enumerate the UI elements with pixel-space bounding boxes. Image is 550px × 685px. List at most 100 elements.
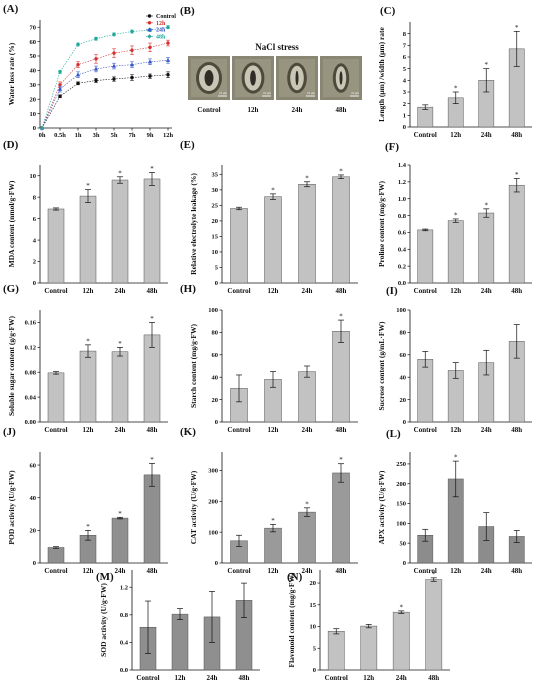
- panel-j: 0 20 40 60 POD activity (U/g·FW) (J) Control * 1…: [3, 426, 168, 575]
- legend-entry: 24h: [156, 28, 166, 34]
- panel-n: 0 5 10 15 20 Flavonoid content (mg/g·FW)(N) Co…: [287, 570, 450, 682]
- series-line-48h: [41, 26, 169, 129]
- bar-48h: [332, 176, 350, 284]
- legend-entry: 48h: [156, 34, 166, 40]
- y-tick-label: 250: [396, 461, 406, 468]
- panel-label: (D): [3, 139, 19, 151]
- micrograph-title: NaCl stress: [255, 42, 299, 52]
- bar-24h: [298, 511, 316, 564]
- y-tick-label: 200: [208, 499, 218, 506]
- bar-48h: [332, 331, 350, 423]
- y-tick-label: 0: [33, 560, 36, 567]
- y-tick-label: 0.16: [25, 320, 37, 327]
- y-axis-label: APX activity (U/g·FW): [377, 470, 386, 544]
- bar-24h: [392, 611, 410, 671]
- y-tick-label: 100: [208, 529, 218, 536]
- y-tick-label: 30: [30, 82, 37, 89]
- x-tick-label: 48h: [428, 674, 439, 682]
- significance-star: *: [86, 337, 90, 345]
- y-axis-label: Starch content (mg/g·FW): [189, 323, 198, 408]
- y-tick-label: 20: [30, 96, 37, 103]
- y-tick-label: 6: [403, 54, 407, 61]
- y-tick-label: 0.8: [120, 612, 129, 619]
- x-tick-label: 48h: [336, 567, 347, 575]
- data-point: [58, 94, 62, 99]
- y-tick-label: 0: [33, 280, 36, 287]
- x-tick-label: 12h: [450, 131, 461, 139]
- bar-24h: [111, 351, 129, 423]
- x-tick-label: 12h: [163, 132, 174, 139]
- significance-star: *: [400, 603, 404, 611]
- stomatal-pore: [204, 70, 214, 86]
- data-point: [75, 72, 81, 77]
- bar-24h: [111, 517, 129, 564]
- bar-12h: [79, 350, 97, 423]
- data-point: [148, 74, 152, 78]
- y-tick-label: 20: [212, 218, 219, 225]
- y-tick-label: 1.4: [398, 162, 407, 169]
- panel-b-micrographs: (B) NaCl stress 10 μm Control 10 μm 12h 10 μm 2…: [180, 5, 362, 114]
- y-tick-label: 30: [212, 187, 219, 194]
- x-tick-label: 12h: [363, 674, 374, 682]
- y-tick-label: 1.0: [398, 196, 406, 203]
- y-tick-label: 40: [30, 495, 37, 502]
- significance-star: *: [86, 182, 90, 190]
- y-tick-label: 1.2: [398, 179, 406, 186]
- data-point: [76, 81, 80, 86]
- y-tick-label: 0: [403, 419, 406, 426]
- x-tick-label: 48h: [336, 426, 347, 434]
- significance-star: *: [485, 61, 489, 69]
- y-tick-label: 100: [208, 307, 218, 314]
- panel-g: 0.00 0.04 0.08 0.12 0.16 Soluble sugar conten…: [3, 283, 168, 434]
- data-point: [112, 32, 116, 37]
- y-tick-label: 0: [313, 667, 316, 674]
- stomatal-pore: [295, 70, 299, 86]
- scale-label: 10 μm: [351, 91, 359, 95]
- data-point: [130, 29, 134, 34]
- panel-e: 0 5 10 15 20 25 30 35 Relative electrolyte leaka…: [180, 139, 358, 295]
- y-axis-label: POD activity (U/g·FW): [7, 470, 16, 545]
- x-tick-label: 12h: [450, 426, 461, 434]
- significance-star: *: [118, 340, 122, 348]
- y-tick-label: 10: [30, 173, 37, 180]
- data-point: [76, 42, 80, 47]
- x-tick-label: Control: [227, 426, 250, 434]
- y-axis-label: Length (μm) /width (μm) rate: [377, 26, 386, 121]
- panel-l: 0 50 100 150 200 250 APX activity (U/g·FW) (L) C…: [377, 428, 532, 575]
- significance-star: *: [118, 510, 122, 518]
- x-tick-label: 24h: [207, 674, 218, 682]
- x-tick-label: Control: [414, 131, 437, 139]
- legend-marker: [147, 34, 152, 39]
- y-tick-label: 100: [396, 521, 406, 528]
- data-point: [94, 57, 98, 61]
- image-caption: 12h: [248, 106, 259, 114]
- y-tick-label: 60: [30, 39, 37, 46]
- data-point: [94, 78, 98, 83]
- data-point: [130, 48, 134, 52]
- x-tick-label: 12h: [268, 287, 279, 295]
- data-point: [76, 62, 80, 67]
- y-axis-label: Sucrose content (g/mL·FW): [377, 321, 386, 411]
- x-tick-label: Control: [414, 287, 437, 295]
- y-tick-label: 0.8: [398, 213, 407, 220]
- x-tick-label: 24h: [481, 287, 492, 295]
- y-tick-label: 0.4: [398, 246, 407, 253]
- x-tick-label: 3h: [93, 132, 100, 139]
- y-tick-label: 100: [396, 307, 406, 314]
- significance-star: *: [454, 454, 458, 462]
- bar-24h: [298, 184, 316, 284]
- x-tick-label: 24h: [481, 426, 492, 434]
- series-line-24h: [41, 60, 169, 129]
- y-tick-label: 50: [30, 53, 37, 60]
- x-tick-label: Control: [44, 426, 67, 434]
- y-tick-label: 20: [310, 580, 317, 587]
- bar-control: [47, 208, 65, 284]
- x-tick-label: Control: [44, 287, 67, 295]
- panel-f: 0.0 0.2 0.4 0.6 0.8 1.0 1.2 1.4 Proline content …: [377, 141, 532, 295]
- bar-48h: [143, 474, 161, 564]
- y-tick-label: 2: [403, 101, 406, 108]
- y-axis-label: Soluble sugar content (g/g·FW): [7, 315, 16, 416]
- bar-48h: [143, 334, 161, 423]
- significance-star: *: [86, 523, 90, 531]
- panel-label: (E): [180, 139, 195, 151]
